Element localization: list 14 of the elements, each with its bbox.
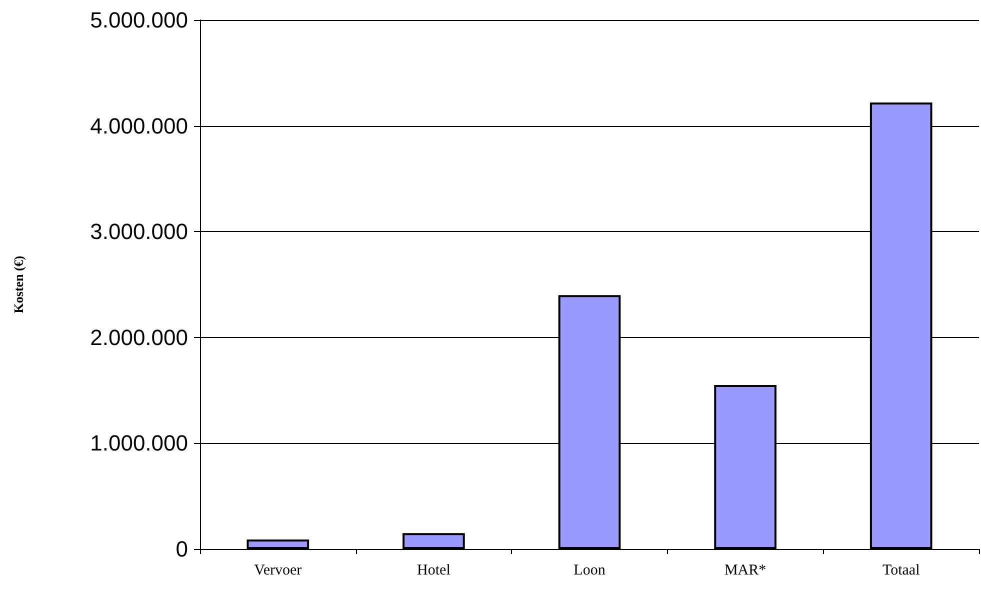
y-tick-label: 1.000.000 [90,430,188,456]
y-axis-title: Kosten (€) [11,256,26,314]
y-tick-label: 5.000.000 [90,8,188,32]
x-tick-label: MAR* [724,562,766,578]
y-tick-label: 3.000.000 [90,219,188,244]
x-tick-label: Hotel [417,562,450,578]
x-tick-label: Loon [574,562,606,578]
bar [246,539,310,549]
y-tick-label: 2.000.000 [90,324,188,350]
bar [402,533,465,549]
y-tick-label: 4.000.000 [90,113,188,138]
x-tick-label: Vervoer [254,562,302,578]
y-tick-label: 0 [176,536,188,562]
x-tick-label: Totaal [882,562,920,578]
